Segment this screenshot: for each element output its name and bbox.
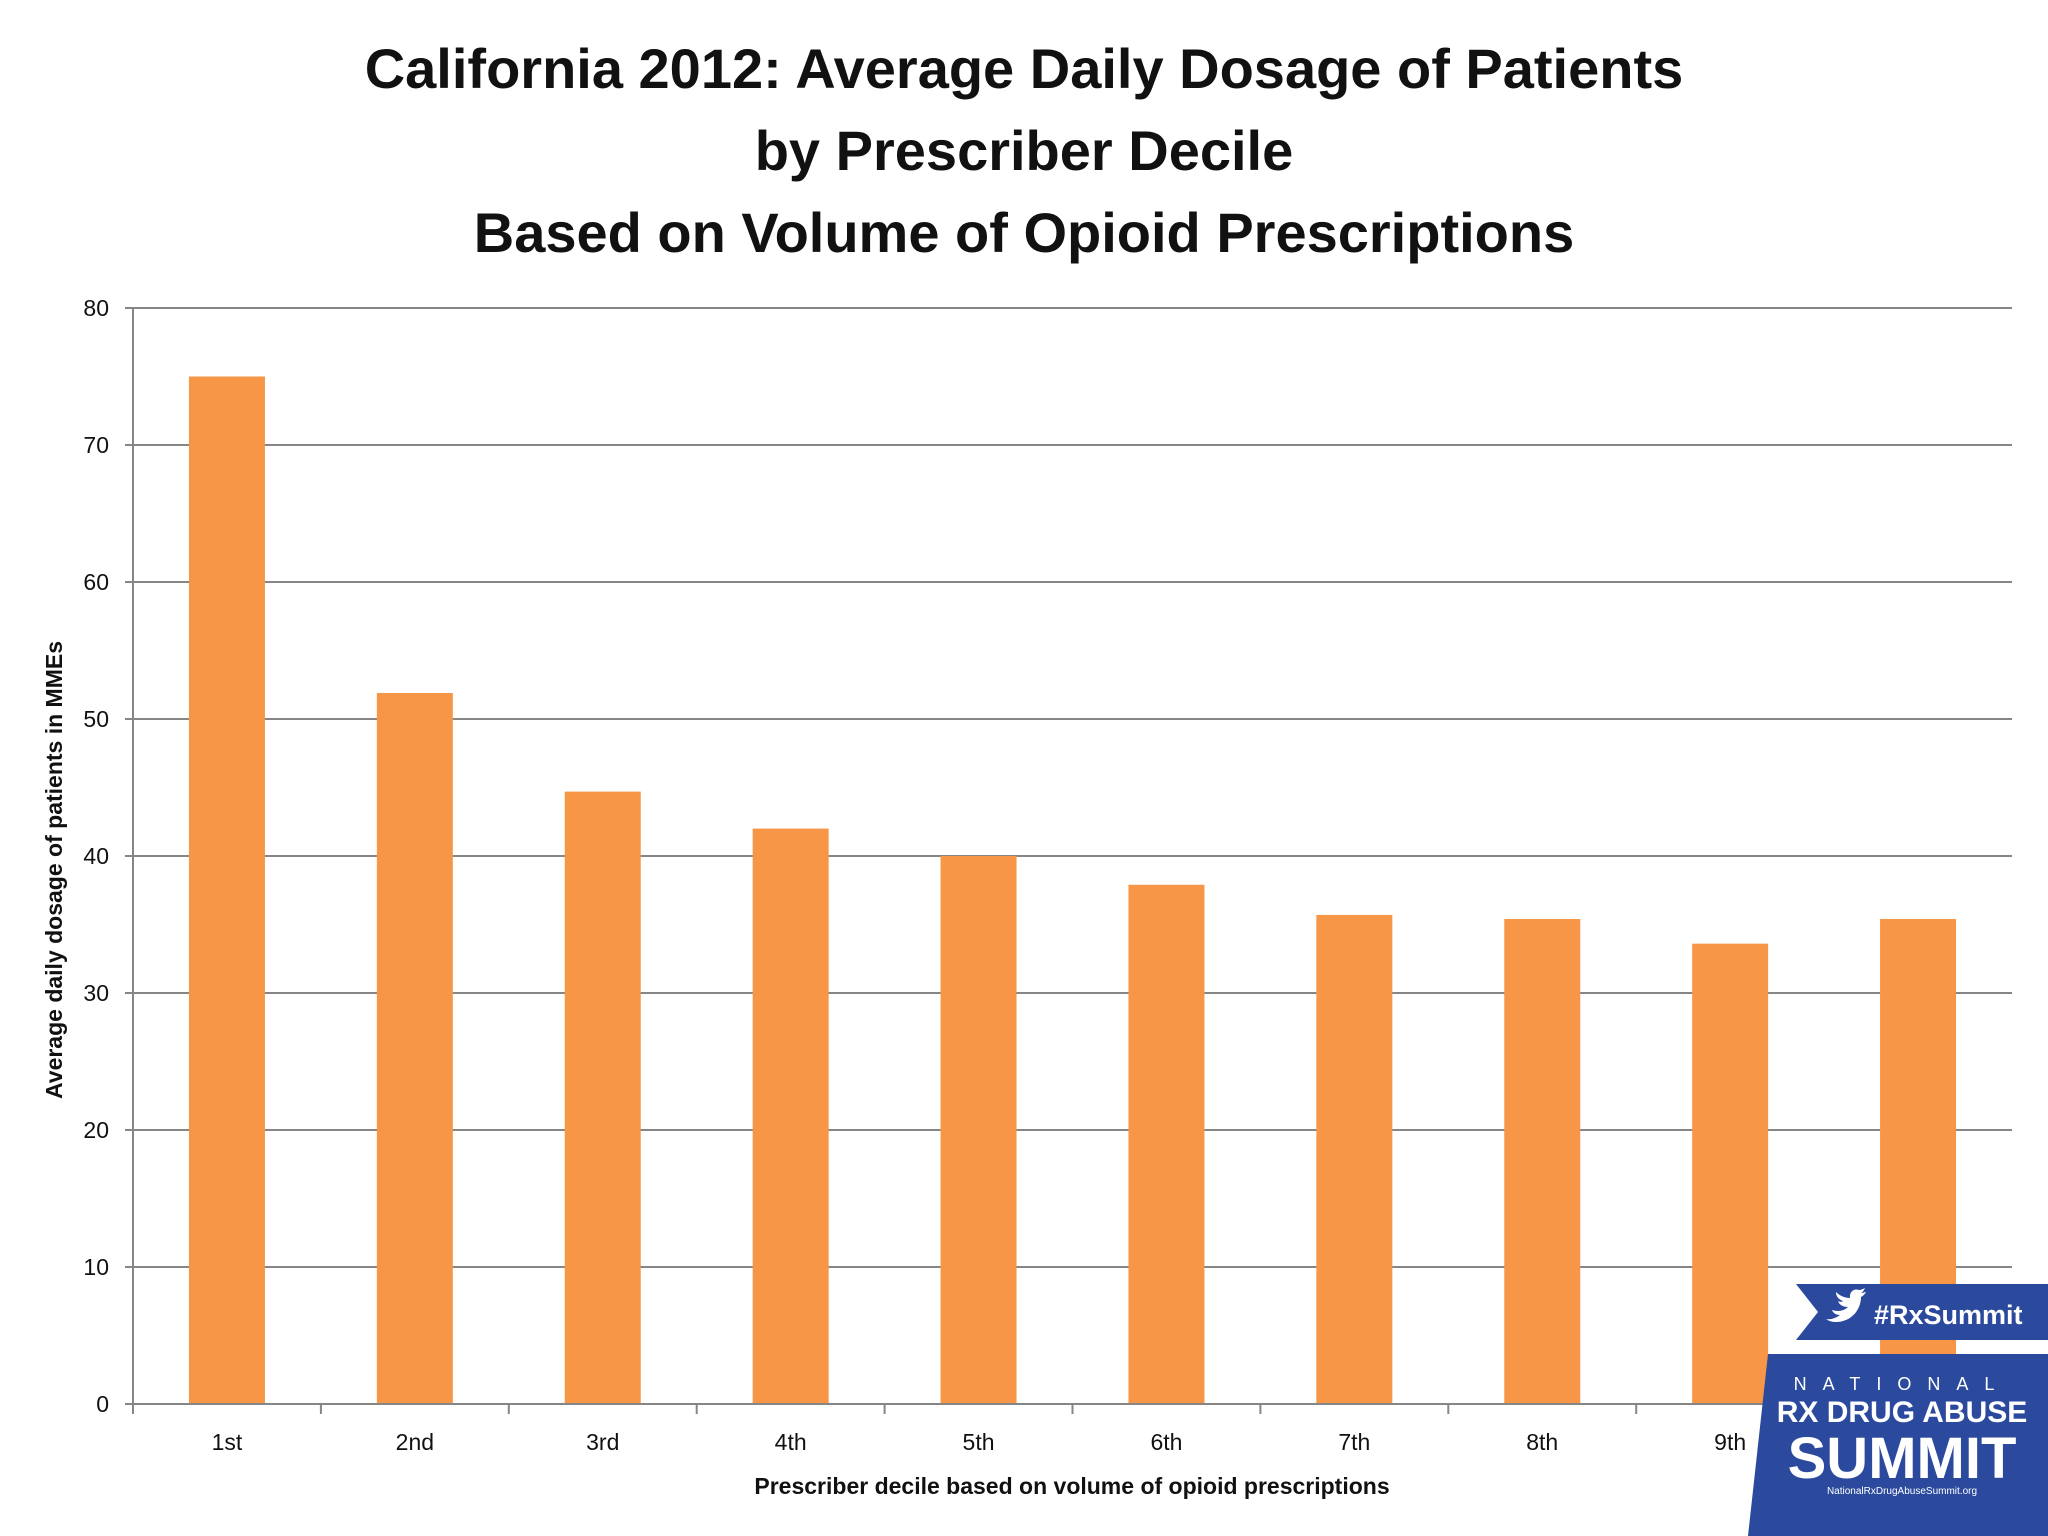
x-axis-title: Prescriber decile based on volume of opi… (754, 1473, 1389, 1499)
bars (188, 376, 1957, 1404)
bar-6th (1128, 884, 1205, 1404)
x-tick-label: 6th (1150, 1429, 1182, 1455)
y-tick-label: 40 (83, 843, 109, 869)
x-tick-label: 9th (1714, 1429, 1746, 1455)
bar-2nd (376, 692, 453, 1404)
y-tick-label: 20 (83, 1117, 109, 1143)
chart-title: California 2012: Average Daily Dosage of… (0, 28, 2048, 274)
y-tick-label: 0 (96, 1391, 109, 1417)
x-tick-label: 2nd (396, 1429, 434, 1455)
chart-title-line-1: California 2012: Average Daily Dosage of… (364, 37, 1684, 100)
bar-4th (752, 828, 829, 1404)
axes: 0 10 20 30 40 50 60 70 80 1st 2nd 3rd 4th 5th 6th 7th 8t… (83, 295, 2013, 1455)
y-tick-label: 30 (83, 980, 109, 1006)
bar-7th (1316, 914, 1393, 1404)
y-tick-label: 10 (83, 1254, 109, 1280)
x-tick-label: 3rd (586, 1429, 619, 1455)
y-tick-label: 50 (83, 706, 109, 732)
bar-1st (188, 376, 265, 1404)
x-tick-label: 8th (1526, 1429, 1558, 1455)
bar-9th (1692, 943, 1769, 1404)
x-tick-label: 10th (1896, 1429, 1941, 1455)
x-tick-label: 4th (775, 1429, 807, 1455)
x-tick-label: 5th (963, 1429, 995, 1455)
y-axis-title: Average daily dosage of patients in MMEs (41, 641, 67, 1099)
y-tick-label: 80 (83, 295, 109, 321)
bar-5th (940, 856, 1017, 1404)
bar-10th (1880, 919, 1957, 1404)
chart-title-line-3: Based on Volume of Opioid Prescriptions (473, 201, 1575, 264)
x-tick-label: 7th (1338, 1429, 1370, 1455)
y-tick-label: 70 (83, 432, 109, 458)
bar-3rd (564, 791, 641, 1404)
bar-8th (1504, 919, 1581, 1404)
x-tick-label: 1st (212, 1429, 243, 1455)
y-tick-label: 60 (83, 569, 109, 595)
chart-title-line-2: by Prescriber Decile (754, 119, 1294, 182)
